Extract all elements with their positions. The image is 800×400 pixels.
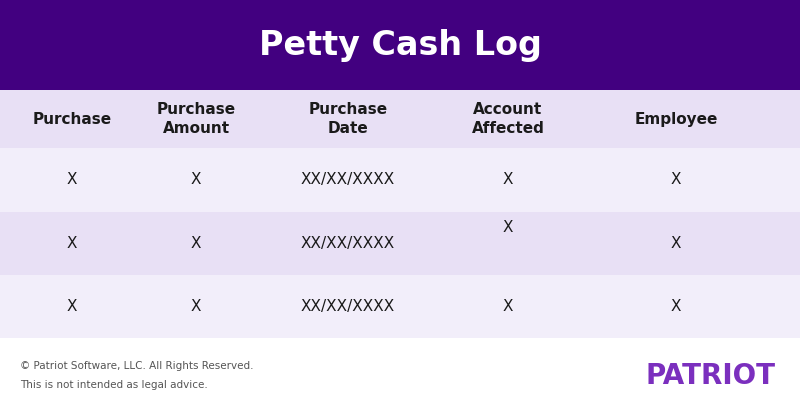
Text: X: X: [66, 236, 78, 251]
FancyBboxPatch shape: [0, 90, 800, 338]
Text: PATRIOT: PATRIOT: [646, 362, 776, 390]
FancyBboxPatch shape: [0, 0, 800, 90]
Text: X: X: [670, 172, 682, 187]
Text: © Patriot Software, LLC. All Rights Reserved.: © Patriot Software, LLC. All Rights Rese…: [20, 361, 254, 371]
Text: XX/XX/XXXX: XX/XX/XXXX: [301, 299, 395, 314]
Text: Employee: Employee: [634, 112, 718, 127]
Text: X: X: [670, 236, 682, 251]
Text: X: X: [502, 220, 514, 235]
Text: X: X: [66, 299, 78, 314]
Text: This is not intended as legal advice.: This is not intended as legal advice.: [20, 380, 208, 390]
Text: Purchase: Purchase: [33, 112, 111, 127]
Text: XX/XX/XXXX: XX/XX/XXXX: [301, 236, 395, 251]
Text: Purchase
Date: Purchase Date: [309, 102, 387, 136]
FancyBboxPatch shape: [0, 212, 800, 275]
Text: X: X: [670, 299, 682, 314]
FancyBboxPatch shape: [0, 90, 800, 148]
Text: X: X: [502, 172, 514, 187]
Text: X: X: [66, 172, 78, 187]
Text: Account
Affected: Account Affected: [471, 102, 545, 136]
Text: X: X: [190, 172, 202, 187]
Text: X: X: [190, 236, 202, 251]
Text: X: X: [502, 299, 514, 314]
FancyBboxPatch shape: [0, 148, 800, 212]
FancyBboxPatch shape: [0, 275, 800, 338]
Text: XX/XX/XXXX: XX/XX/XXXX: [301, 172, 395, 187]
Text: Petty Cash Log: Petty Cash Log: [258, 28, 542, 62]
Text: X: X: [190, 299, 202, 314]
Text: Purchase
Amount: Purchase Amount: [157, 102, 235, 136]
